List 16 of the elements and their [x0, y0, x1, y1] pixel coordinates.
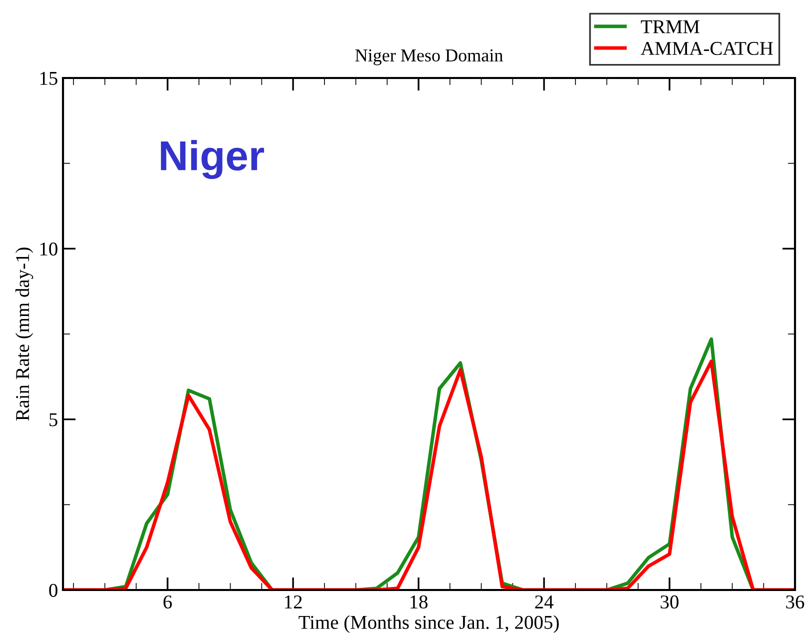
annotation: Niger — [160, 140, 264, 179]
legend-label: AMMA-CATCH — [640, 42, 773, 55]
chart-title: Niger Meso Domain — [355, 49, 503, 66]
legend-label: TRMM — [640, 20, 700, 34]
x-tick-label: 30 — [660, 595, 678, 609]
x-tick-label: 6 — [164, 595, 172, 609]
x-tick-label: 24 — [535, 595, 554, 608]
x-axis-title: Time (Months since Jan. 1, 2005) — [298, 615, 559, 633]
y-tick-label: 5 — [50, 413, 58, 426]
x-tick-label: 36 — [786, 595, 804, 609]
y-tick-label: 10 — [40, 242, 58, 256]
x-tick-label: 18 — [410, 595, 428, 609]
y-tick-label: 15 — [40, 72, 58, 85]
x-tick-label: 12 — [285, 595, 302, 608]
y-tick-label: 0 — [49, 584, 58, 597]
y-axis-title: Rain Rate (mm day-1) — [15, 248, 34, 421]
